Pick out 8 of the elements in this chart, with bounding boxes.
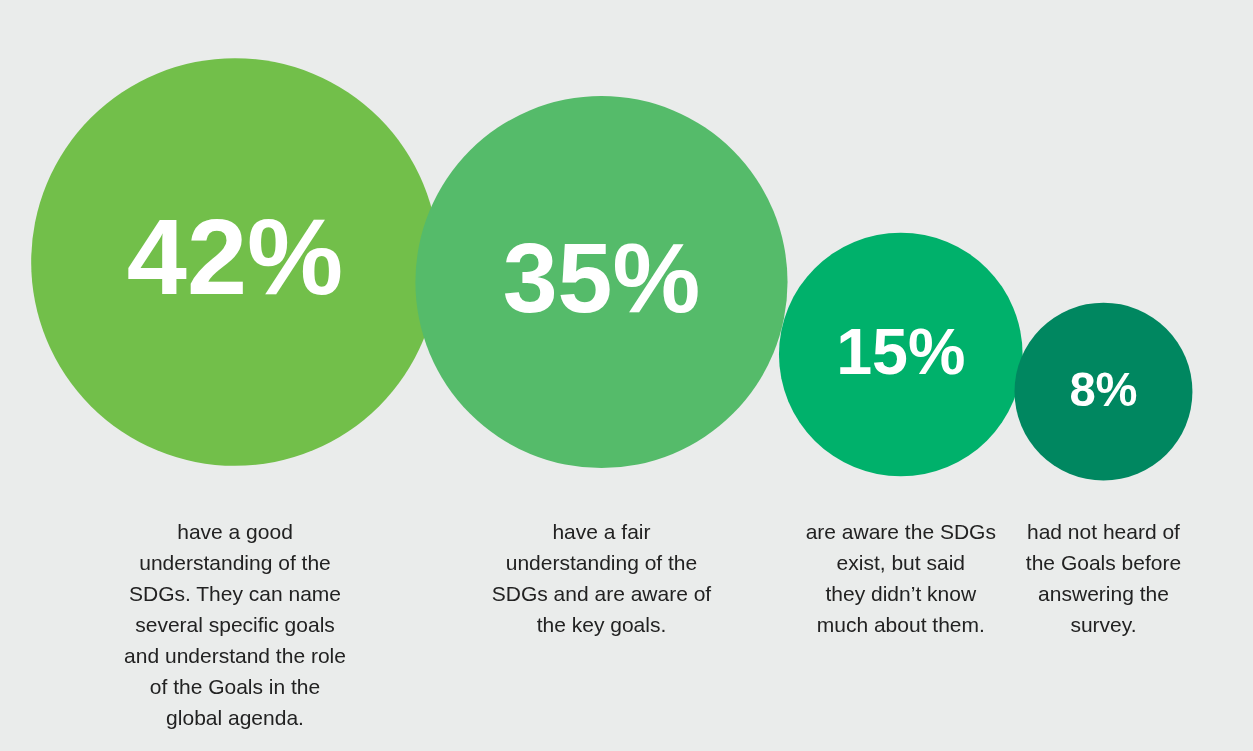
category-label: have a fair understanding of the SDGs and are aware of the key goals. [491,520,712,636]
category-label: had not heard of the Goals before answering the survey. [1025,520,1182,636]
data-label: 42% [126,196,344,317]
data-label: 15% [836,315,966,388]
category-label: are aware the SDGs exist, but said they didn’t know much about them. [805,520,996,636]
category-label: have a good understanding of the SDGs. They can name several specific goals and understand the role of the Goals in the global agenda. [124,520,346,729]
data-label: 8% [1069,362,1138,416]
data-label: 35% [502,223,701,334]
